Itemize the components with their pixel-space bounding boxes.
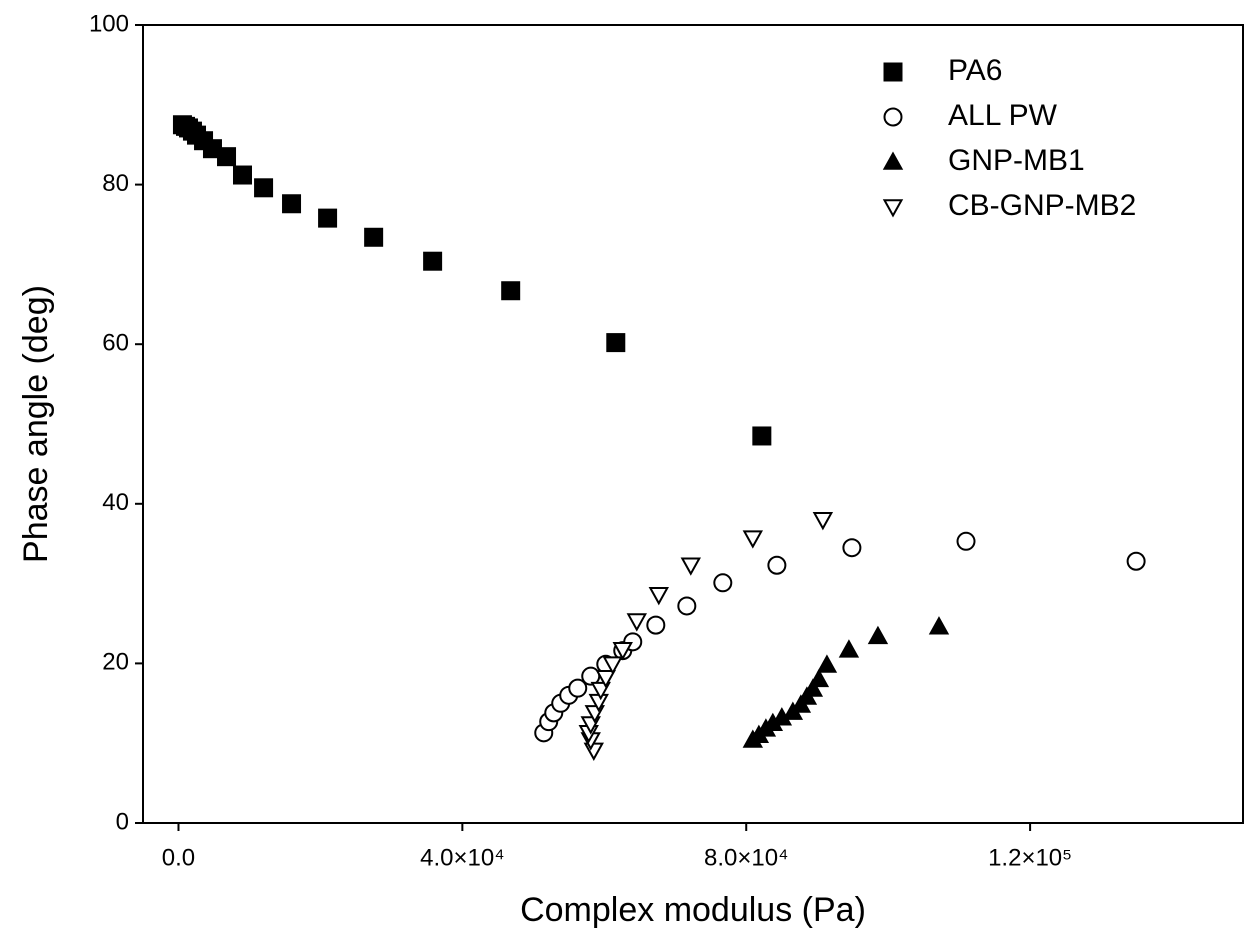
point <box>626 613 647 632</box>
legend-marker <box>882 151 904 170</box>
point <box>816 654 838 673</box>
point <box>956 531 976 551</box>
point <box>646 615 666 635</box>
point <box>232 165 252 185</box>
y-tick-label: 20 <box>102 649 129 676</box>
point <box>254 178 274 198</box>
point <box>808 668 830 688</box>
legend-marker <box>883 62 903 82</box>
point <box>595 669 616 689</box>
point <box>583 742 604 761</box>
point <box>423 251 443 271</box>
point <box>680 557 701 576</box>
point <box>928 616 950 635</box>
y-tick-label: 100 <box>89 10 129 37</box>
point <box>838 639 860 658</box>
x-tick-label: 1.2×10⁵ <box>988 844 1072 871</box>
legend-marker <box>883 107 903 127</box>
y-tick-label: 0 <box>116 808 129 835</box>
point <box>602 656 623 675</box>
x-tick-label: 4.0×10⁴ <box>420 844 504 871</box>
x-tick-label: 0.0 <box>162 844 195 871</box>
point <box>812 511 834 531</box>
legend-label: ALL PW <box>948 99 1058 132</box>
point <box>1126 551 1146 571</box>
point <box>767 555 787 575</box>
point <box>752 426 772 446</box>
point <box>568 678 588 698</box>
legend-label: PA6 <box>948 54 1002 87</box>
point <box>612 642 633 661</box>
point <box>677 596 697 616</box>
y-tick-label: 80 <box>102 170 129 197</box>
y-tick-label: 60 <box>102 330 129 357</box>
legend-marker <box>882 199 904 218</box>
point <box>282 194 302 214</box>
y-axis-title: Phase angle (deg) <box>17 285 55 563</box>
x-tick-label: 8.0×10⁴ <box>704 844 788 871</box>
point <box>713 573 733 593</box>
x-axis-title: Complex modulus (Pa) <box>520 891 866 929</box>
point <box>364 227 384 247</box>
point <box>217 147 237 167</box>
point <box>867 625 889 645</box>
point <box>742 530 764 549</box>
y-tick-label: 40 <box>102 489 129 516</box>
point <box>802 678 824 697</box>
legend-label: CB-GNP-MB2 <box>948 189 1136 222</box>
point <box>842 538 862 558</box>
legend-label: GNP-MB1 <box>948 144 1085 177</box>
point <box>501 281 521 301</box>
plot-frame <box>142 24 1244 824</box>
point <box>648 586 669 606</box>
point <box>318 208 338 228</box>
point <box>606 333 626 353</box>
